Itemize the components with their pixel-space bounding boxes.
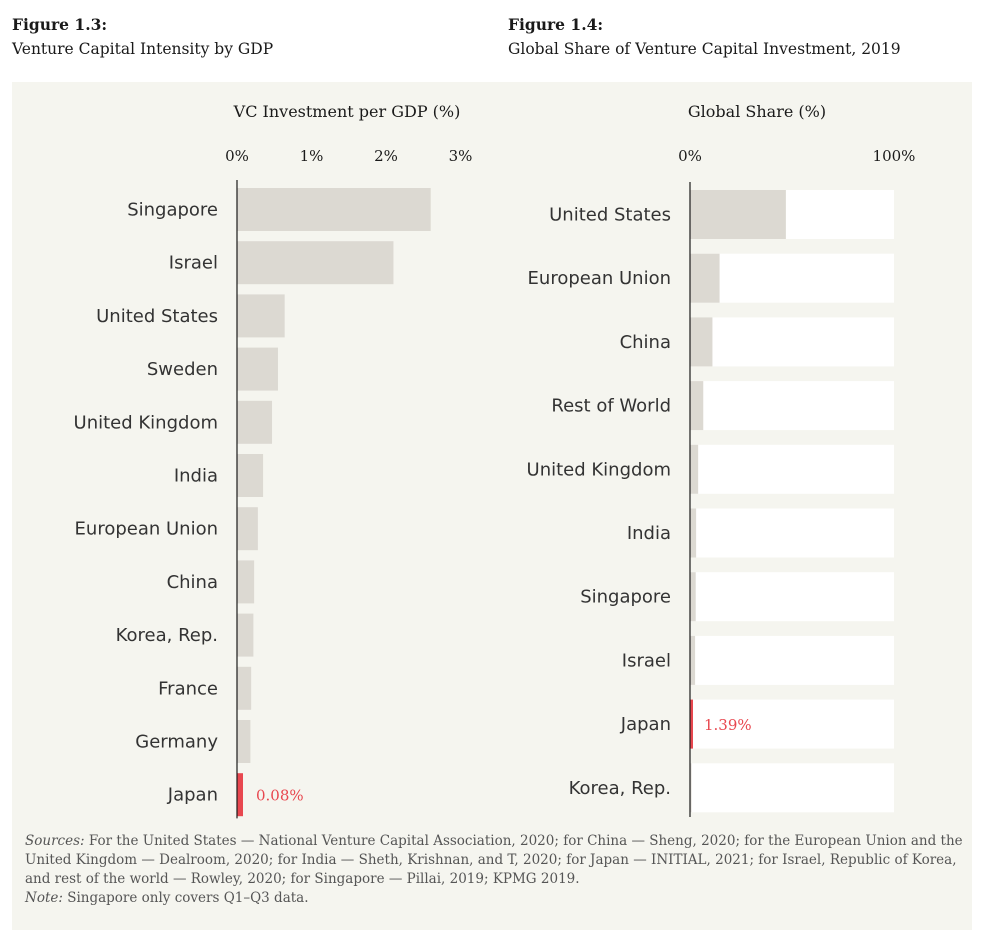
category-label-korea-rep: Korea, Rep. xyxy=(569,778,671,799)
tick-label: 0% xyxy=(678,147,702,165)
bar-track-india xyxy=(690,508,894,558)
bar-france xyxy=(237,666,252,710)
bar-track-japan xyxy=(690,699,894,749)
figure-number: Figure 1.4: xyxy=(508,15,604,34)
figure-1-4-heading: Figure 1.4: Global Share of Venture Capi… xyxy=(508,12,901,62)
category-label-united-kingdom: United Kingdom xyxy=(74,412,218,433)
category-label-european-union: European Union xyxy=(75,519,218,540)
category-label-singapore: Singapore xyxy=(580,587,671,608)
bar-israel xyxy=(237,241,394,285)
axis-title: Global Share (%) xyxy=(688,102,826,121)
bar-korea-rep xyxy=(237,613,254,657)
bar-track-china xyxy=(690,317,894,367)
vc-intensity-chart: VC Investment per GDP (%) 0% 1% 2% 3% Singapo… xyxy=(74,102,473,819)
sources-note: Sources: For the United States — Nationa… xyxy=(25,832,965,889)
category-label-china: China xyxy=(620,332,671,353)
category-label-china: China xyxy=(167,572,218,593)
category-label-european-union: European Union xyxy=(528,268,671,289)
bar-track-united-kingdom xyxy=(690,444,894,494)
bar-china xyxy=(690,317,713,367)
chart-notes: Sources: For the United States — Nationa… xyxy=(25,832,965,908)
bar-united-kingdom xyxy=(237,400,273,444)
category-label-israel: Israel xyxy=(622,650,671,671)
bar-india xyxy=(237,454,264,497)
data-label-japan: 1.39% xyxy=(704,716,752,734)
bar-china xyxy=(237,560,255,604)
bar-united-kingdom xyxy=(690,444,699,494)
bar-track-israel xyxy=(690,635,894,685)
note-line: Note: Singapore only covers Q1–Q3 data. xyxy=(25,889,965,908)
bar-india xyxy=(690,508,697,558)
category-label-united-states: United States xyxy=(96,306,218,327)
data-label-japan: 0.08% xyxy=(256,787,304,805)
bar-united-states xyxy=(237,294,285,338)
category-label-sweden: Sweden xyxy=(147,359,218,380)
bar-japan xyxy=(690,699,693,749)
category-label-korea-rep: Korea, Rep. xyxy=(116,625,218,646)
bar-israel xyxy=(690,635,696,685)
category-label-france: France xyxy=(158,678,218,699)
bar-germany xyxy=(237,720,251,763)
tick-label: 100% xyxy=(873,147,916,165)
bar-japan xyxy=(237,773,243,817)
bar-track-singapore xyxy=(690,572,894,622)
category-label-israel: Israel xyxy=(169,253,218,274)
figure-number: Figure 1.3: xyxy=(12,15,108,34)
category-label-rest-of-world: Rest of World xyxy=(551,396,671,417)
category-label-singapore: Singapore xyxy=(127,200,218,221)
bar-european-union xyxy=(690,253,720,303)
tick-label: 1% xyxy=(300,147,324,165)
category-label-united-kingdom: United Kingdom xyxy=(527,459,671,480)
bar-singapore xyxy=(237,188,431,231)
sources-label: Sources: xyxy=(25,833,85,849)
axis-title: VC Investment per GDP (%) xyxy=(233,102,461,121)
category-label-india: India xyxy=(627,523,671,544)
note-label: Note: xyxy=(25,890,63,906)
sources-text: For the United States — National Venture… xyxy=(25,833,963,887)
bar-korea-rep xyxy=(690,763,692,813)
tick-label: 0% xyxy=(225,147,249,165)
bar-united-states xyxy=(690,190,786,239)
bar-singapore xyxy=(690,572,696,622)
charts-svg: VC Investment per GDP (%) 0% 1% 2% 3% Singapo… xyxy=(74,102,916,819)
note-text: Singapore only covers Q1–Q3 data. xyxy=(67,890,309,906)
bar-rest-of-world xyxy=(690,381,704,431)
category-label-germany: Germany xyxy=(135,732,218,753)
category-label-japan: Japan xyxy=(167,785,218,806)
bar-sweden xyxy=(237,347,278,391)
category-label-india: India xyxy=(174,466,218,487)
global-share-chart: Global Share (%) 0% 100% United States Europ… xyxy=(527,102,916,817)
bar-track-rest-of-world xyxy=(690,381,894,431)
category-label-japan: Japan xyxy=(620,714,671,735)
category-label-united-states: United States xyxy=(549,205,671,226)
bar-track-korea-rep xyxy=(690,763,894,813)
bar-european-union xyxy=(237,507,258,551)
tick-label: 2% xyxy=(374,147,398,165)
bar-track-european-union xyxy=(690,253,894,303)
figure-title: Global Share of Venture Capital Investme… xyxy=(508,40,901,58)
figure-title: Venture Capital Intensity by GDP xyxy=(12,40,274,58)
tick-label: 3% xyxy=(449,147,473,165)
figure-1-3-heading: Figure 1.3: Venture Capital Intensity by… xyxy=(12,12,273,62)
